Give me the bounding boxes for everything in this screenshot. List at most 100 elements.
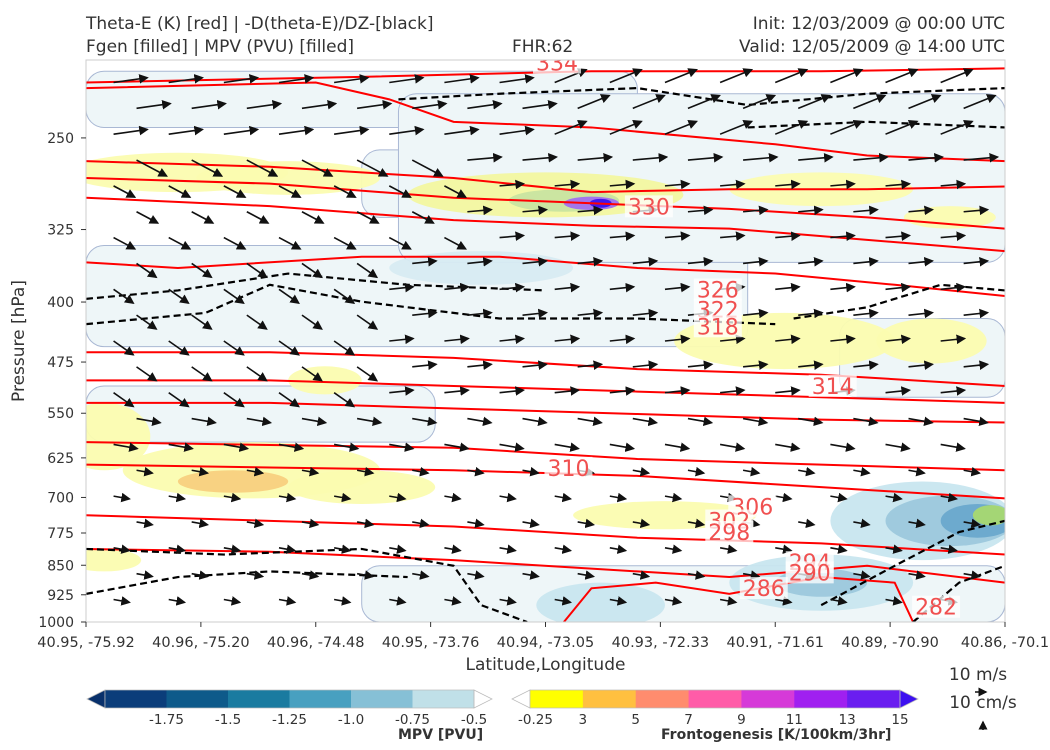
wind-vector xyxy=(775,179,801,190)
wind-vector xyxy=(578,625,594,628)
theta-e-contour-label: 310 xyxy=(547,457,589,482)
wind-vector xyxy=(356,314,379,330)
wind-vector xyxy=(168,236,192,250)
wind-vector xyxy=(223,442,250,452)
theta-e-contour xyxy=(86,514,1005,556)
wind-vector xyxy=(278,125,315,136)
theta-e-contour-label: 298 xyxy=(708,521,750,546)
wind-vector xyxy=(743,308,769,319)
colorbar-extend-left xyxy=(511,689,531,709)
wind-vector xyxy=(885,442,911,452)
wind-vector xyxy=(356,99,393,110)
colorbar-segment xyxy=(289,690,352,708)
wind-reference-vertical: 10 cm/s xyxy=(949,693,1017,713)
wind-vector xyxy=(853,308,879,319)
init-time: Init: 12/03/2009 @ 00:00 UTC xyxy=(752,14,1005,34)
y-tick-label: 925 xyxy=(47,588,74,604)
wind-vector xyxy=(940,282,967,293)
wind-vector xyxy=(577,416,603,427)
colorbar-segment xyxy=(166,690,229,708)
wind-vector xyxy=(963,152,1000,163)
wind-vector xyxy=(775,544,793,554)
wind-vector xyxy=(940,492,959,503)
wind-vector xyxy=(522,99,558,110)
wind-vector xyxy=(609,119,643,135)
shaded-region xyxy=(288,470,436,504)
wind-vector xyxy=(191,159,224,177)
theta-e-contour-label: 314 xyxy=(812,375,854,400)
wind-vector xyxy=(223,596,242,606)
wind-vector xyxy=(554,179,581,190)
x-tick-label: 40.93, -72.33 xyxy=(612,635,709,651)
wind-vector xyxy=(522,416,548,427)
wind-vector xyxy=(664,544,683,554)
theta-e-contour-label: 286 xyxy=(743,577,785,602)
wind-vector xyxy=(609,68,643,84)
wind-vector xyxy=(609,282,636,293)
wind-vector xyxy=(743,152,779,163)
wind-vector xyxy=(223,236,247,250)
wind-vector xyxy=(223,544,242,554)
colorbar-extend-right xyxy=(473,689,493,709)
wind-vector xyxy=(908,518,926,529)
wind-vector xyxy=(223,185,247,198)
wind-vector xyxy=(609,386,636,396)
wind-vector xyxy=(830,596,848,606)
y-tick-label: 625 xyxy=(47,451,74,467)
wind-vector xyxy=(467,518,485,529)
wind-vector xyxy=(742,570,761,580)
wind-vector xyxy=(853,416,879,427)
wind-vector xyxy=(963,94,997,110)
y-tick-label: 325 xyxy=(47,223,74,239)
wind-vector xyxy=(798,152,834,163)
wind-vector xyxy=(246,99,283,110)
wind-vector xyxy=(389,442,415,452)
wind-vector xyxy=(885,231,912,241)
wind-vector xyxy=(499,334,526,345)
wind-vector xyxy=(775,442,801,452)
wind-vector xyxy=(499,231,526,241)
wind-vector xyxy=(113,442,139,452)
wind-vector xyxy=(609,231,636,241)
wind-vector xyxy=(467,570,485,580)
wind-vector xyxy=(278,340,300,356)
wind-vector xyxy=(113,596,131,606)
wind-vector xyxy=(609,544,628,554)
wind-vector xyxy=(554,544,573,554)
contour-label-bg xyxy=(785,561,834,584)
wind-vector xyxy=(885,119,919,135)
colorbar-segment xyxy=(351,690,413,708)
wind-vector xyxy=(334,74,370,84)
wind-vector xyxy=(719,68,754,84)
contour-label-bg xyxy=(808,374,857,397)
colorbar-segment xyxy=(847,690,901,708)
wind-vector xyxy=(389,282,415,293)
shaded-region xyxy=(86,402,151,471)
wind-vector xyxy=(412,518,430,529)
wind-vector xyxy=(940,334,967,345)
wind-vector xyxy=(137,625,153,628)
wind-vector xyxy=(113,185,137,198)
y-tick-label: 775 xyxy=(47,526,74,542)
colorbar-extend-left xyxy=(86,689,106,709)
wind-vector xyxy=(467,466,485,477)
wind-vector xyxy=(908,256,934,267)
x-axis-label: Latitude,Longitude xyxy=(466,655,626,675)
wind-vector xyxy=(885,68,919,84)
wind-vector xyxy=(908,308,934,319)
wind-vector xyxy=(412,416,438,427)
wind-vector xyxy=(136,366,158,382)
colorbar-tick-label: -0.5 xyxy=(461,712,487,728)
wind-vector xyxy=(522,360,548,370)
theta-e-contour xyxy=(86,160,1005,194)
wind-vector xyxy=(853,205,879,216)
wind-vector xyxy=(774,119,809,135)
wind-vector xyxy=(908,416,934,427)
dthetae-dz-contour xyxy=(86,272,546,300)
wind-vector xyxy=(885,492,903,503)
wind-vector xyxy=(522,466,540,477)
wind-vector xyxy=(136,211,160,224)
wind-vector xyxy=(191,466,210,477)
title-line2: Fgen [filled] | MPV (PVU) [filled] xyxy=(86,37,355,57)
wind-vector xyxy=(168,392,190,408)
